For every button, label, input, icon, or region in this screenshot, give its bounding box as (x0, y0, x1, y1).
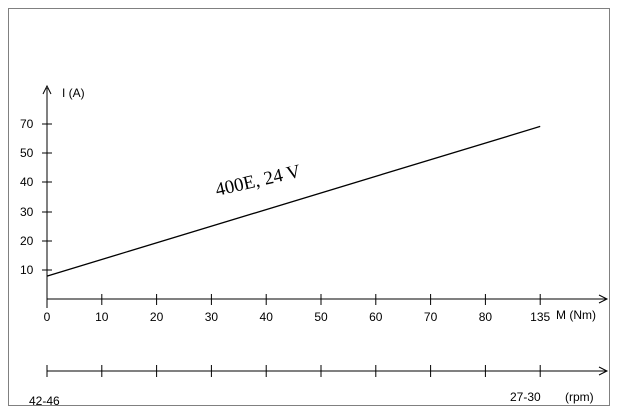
y-tick-label: 10 (20, 263, 34, 277)
x-tick-label: 60 (369, 310, 383, 324)
x-tick-label: 0 (44, 310, 51, 324)
y-tick-label: 30 (20, 205, 34, 219)
series-line (46, 125, 541, 277)
rpm-ticks (46, 365, 541, 377)
x-tick-label: 80 (479, 310, 493, 324)
rpm-end-label: 27-30 (510, 390, 541, 404)
x-tick-label: 30 (205, 310, 219, 324)
x-tick-label: 135 (530, 310, 550, 324)
y-ticks: 10 20 30 40 50 70 (20, 117, 52, 277)
y-tick-label: 20 (20, 234, 34, 248)
y-tick-label: 40 (20, 175, 34, 189)
x-tick-label: 40 (260, 310, 274, 324)
x-axis-arrow (598, 294, 609, 304)
rpm-axis-label: (rpm) (565, 390, 594, 404)
y-tick-label: 50 (20, 146, 34, 160)
series-label: 400E, 24 V (213, 161, 303, 201)
x-tick-label: 70 (424, 310, 438, 324)
rpm-start-label: 42-46 (29, 394, 60, 408)
y-tick-label: 70 (20, 117, 34, 131)
x-tick-label: 50 (314, 310, 328, 324)
chart-frame (8, 8, 610, 406)
x-tick-label: 10 (95, 310, 109, 324)
rpm-axis-arrow (598, 366, 609, 376)
y-axis-arrow (42, 84, 52, 95)
x-ticks: 0 10 20 30 40 50 60 70 80 135 (44, 294, 551, 324)
x-axis-label: M (Nm) (556, 308, 596, 322)
x-tick-label: 20 (150, 310, 164, 324)
y-axis-label: I (A) (62, 86, 85, 100)
